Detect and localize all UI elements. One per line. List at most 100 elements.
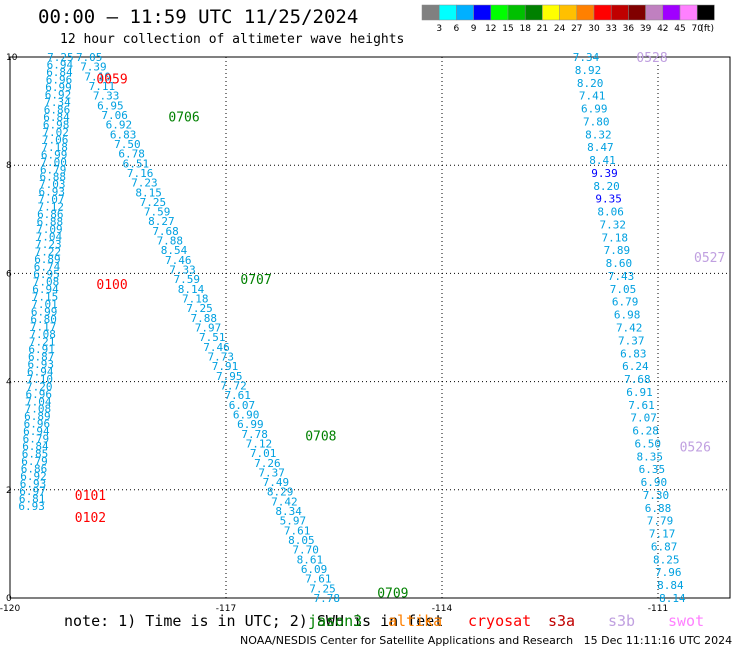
legend-swatch	[507, 4, 526, 21]
wave-height-value: 7.04	[25, 395, 52, 408]
wave-height-value: 6.91	[28, 343, 55, 356]
wave-height-value: 7.50	[114, 138, 141, 151]
legend-bin-label: 30	[588, 24, 600, 34]
wave-height-value: 7.25	[309, 582, 336, 595]
wave-height-value: 7.46	[203, 341, 230, 354]
wave-height-value: 7.73	[207, 350, 234, 363]
wave-height-value: 6.84	[43, 111, 70, 124]
legend-swatch	[490, 4, 509, 21]
wave-height-value: 8.14	[178, 283, 205, 296]
wave-height-value: 6.94	[27, 365, 54, 378]
wave-height-value: 7.34	[44, 96, 71, 109]
satellite-legend-jason3: jason3	[308, 612, 363, 630]
wave-height-value: 7.22	[35, 246, 62, 259]
legend-swatch	[593, 4, 612, 21]
legend-bin-label: 3	[436, 24, 442, 34]
wave-height-value: 9.35	[595, 193, 622, 206]
wave-height-value: 7.21	[29, 335, 56, 348]
wave-height-value: 8.84	[657, 579, 684, 592]
satellite-legend-swot: swot	[668, 612, 705, 630]
wave-height-value: 6.97	[19, 485, 46, 498]
time-annotation: 0709	[377, 587, 408, 602]
wave-height-value: 6.85	[22, 448, 49, 461]
satellite-legend-cryosat: cryosat	[468, 612, 532, 630]
wave-height-value: 6.35	[639, 463, 666, 476]
wave-height-value: 7.25	[47, 51, 74, 64]
wave-height-value: 6.96	[46, 73, 73, 86]
wave-height-value: 6.88	[39, 171, 66, 184]
wave-height-value: 6.93	[39, 186, 66, 199]
wave-height-value: 6.99	[45, 81, 72, 94]
y-tick-label: 6	[6, 269, 12, 279]
wave-height-value: 7.12	[38, 201, 65, 214]
legend-bin-label: 21	[537, 24, 548, 34]
wave-height-value: 6.92	[45, 88, 72, 101]
wave-height-value: 6.88	[645, 502, 672, 515]
wave-height-value: 6.88	[37, 216, 64, 229]
wave-height-value: 7.25	[186, 302, 213, 315]
wave-height-value: 7.16	[127, 167, 154, 180]
legend-bin-label: 24	[554, 24, 566, 34]
wave-height-value: 7.23	[35, 238, 62, 251]
wave-height-value: 7.80	[583, 115, 610, 128]
wave-height-value: 8.35	[637, 450, 664, 463]
wave-height-value: 7.37	[258, 466, 285, 479]
wave-height-value: 6.93	[20, 478, 47, 491]
wave-height-value: 6.99	[581, 103, 608, 116]
wave-height-value: 6.96	[26, 388, 53, 401]
satellite-legend-s3a: s3a	[548, 612, 576, 630]
wave-height-value: 7.78	[314, 592, 341, 605]
wave-height-value: 6.79	[21, 455, 48, 468]
wave-height-value: 7.72	[220, 379, 247, 392]
wave-height-value: 7.91	[212, 360, 239, 373]
legend-swatch	[645, 4, 664, 21]
wave-height-value: 7.61	[305, 573, 332, 586]
time-annotation: 0526	[680, 441, 711, 456]
legend-swatch	[524, 4, 543, 21]
wave-height-value: 8.29	[267, 486, 294, 499]
legend-bin-label: 36	[623, 24, 635, 34]
wave-height-value: 7.00	[40, 156, 67, 169]
wave-height-value: 6.81	[19, 493, 46, 506]
wave-height-value: 7.01	[250, 447, 277, 460]
wave-height-value: 7.15	[32, 290, 59, 303]
wave-height-value: 7.01	[31, 298, 58, 311]
wave-height-value: 6.84	[22, 440, 49, 453]
wave-height-value: 7.12	[246, 437, 273, 450]
wave-height-value: 6.28	[632, 425, 659, 438]
satellite-legend-altika: altika	[388, 612, 443, 630]
footer-credit: NOAA/NESDIS Center for Satellite Applica…	[240, 634, 733, 647]
wave-height-value: 7.32	[599, 218, 626, 231]
wave-height-value: 7.05	[610, 283, 637, 296]
wave-height-value: 8.32	[585, 128, 612, 141]
wave-height-value: 7.88	[191, 312, 218, 325]
wave-height-value: 6.79	[612, 296, 639, 309]
legend-swatch	[628, 4, 646, 21]
wave-height-value: 7.11	[89, 80, 116, 93]
wave-height-value: 5.97	[280, 515, 307, 528]
wave-height-value: 8.41	[589, 154, 616, 167]
y-tick-label: 4	[6, 378, 12, 388]
wave-height-value: 7.18	[182, 293, 209, 306]
wave-height-value: 6.95	[33, 268, 60, 281]
wave-height-value: 7.79	[647, 515, 674, 528]
chart-title: 00:00 – 11:59 UTC 11/25/2024	[38, 6, 359, 28]
wave-height-value: 8.05	[288, 534, 315, 547]
wave-height-value: 8.06	[597, 206, 624, 219]
time-annotation: 0101	[75, 489, 106, 504]
wave-height-value: 7.95	[216, 370, 243, 383]
legend-swatch	[679, 4, 698, 21]
wave-height-value: 7.42	[616, 322, 643, 335]
wave-height-value: 7.61	[284, 524, 311, 537]
wave-height-value: 7.30	[643, 489, 670, 502]
wave-height-value: 8.60	[606, 257, 633, 270]
wave-height-value: 7.08	[29, 328, 56, 341]
wave-height-value: 9.39	[591, 167, 618, 180]
legend-bin-label: 6	[454, 24, 460, 34]
legend-bin-label: 33	[605, 24, 616, 34]
x-tick-label: -114	[432, 604, 453, 614]
legend-bin-label: 42	[657, 24, 668, 34]
wave-height-value: 7.97	[195, 322, 222, 335]
wave-height-value: 7.70	[292, 544, 319, 557]
